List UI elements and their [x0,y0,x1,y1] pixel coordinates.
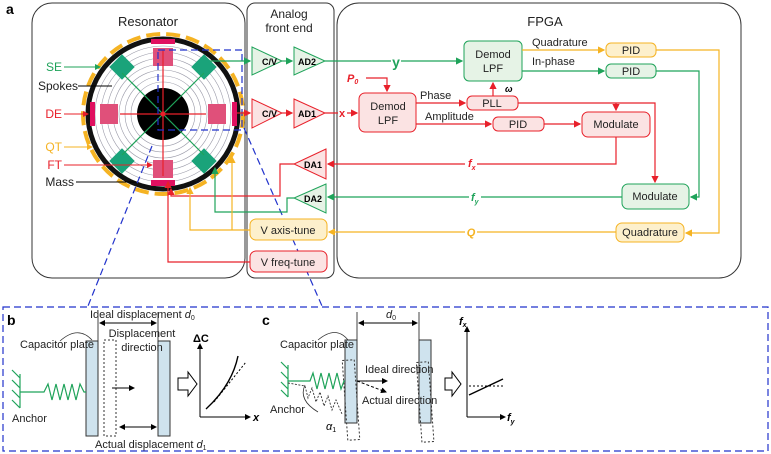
actual-direction-label: Actual direction [362,395,437,407]
delta-c-axis-label: ΔC [193,333,209,345]
fpga-title: FPGA [527,14,563,29]
cv-bottom-amp: C/V [251,98,284,129]
resonator-box [31,2,246,279]
fx-axis-label: fx [459,316,468,329]
signal-x: x [339,108,346,120]
anchor-c [280,361,289,398]
demod-lpf-green-l1: Demod [475,49,510,61]
anchor-label-c: Anchor [270,404,305,416]
fpga-box [336,2,742,279]
analog-title-1: Analog [270,7,307,21]
svg-text:DA1: DA1 [304,160,322,170]
capacitor-plate-c-left [344,339,358,424]
panel-label-c: c [262,312,270,328]
spring-c [288,370,345,392]
quadrature-box-label: Quadrature [622,227,678,239]
nonlinear-curve [205,355,239,410]
anchor-label-b: Anchor [12,413,47,425]
ring-resonator [81,32,245,196]
label-de: DE [45,107,62,121]
zoom-indicator [87,49,323,307]
inphase-label: In-phase [532,56,575,68]
x-axis-label-b: x [252,412,260,424]
demod-lpf-red [358,92,417,133]
label-qt: QT [45,140,62,154]
ideal-displacement-label: Ideal displacement d0 [90,309,195,322]
panel-b: Ideal displacement d0 Capacitor plate An… [11,309,260,452]
pid-green-label: PID [622,66,640,78]
displacement-direction-l1: Displacement [109,328,176,340]
amplitude-label: Amplitude [425,111,474,123]
pll-label: PLL [482,98,502,110]
svg-text:C/V: C/V [262,57,277,67]
panel-c: d0 Capacitor plate Anchor α1 Ideal direc… [270,309,516,443]
signal-y: y [392,54,400,70]
alpha-label: α1 [326,421,336,434]
d0-label-c: d0 [386,309,396,322]
demod-lpf-green [463,40,523,82]
omega-label: ω [505,84,513,94]
quadrature-label: Quadrature [532,37,588,49]
capacitor-plate-label-b: Capacitor plate [20,339,94,351]
analog-title-2: front end [265,21,312,35]
fy-axis-label: fy [507,412,516,426]
da1-amp: DA1 [292,148,327,180]
pid-red-label: PID [509,119,527,131]
ideal-direction-label: Ideal direction [365,364,434,376]
modulate-red-label: Modulate [593,119,638,131]
capacitor-plate-label-c: Capacitor plate [280,339,354,351]
ad1-amp: AD1 [293,98,327,129]
demod-lpf-green-l2: LPF [483,63,503,75]
label-se: SE [46,60,62,74]
implies-arrow-b [177,370,198,398]
displacement-direction-l2: direction [121,342,163,354]
p0-label: P0 [347,73,358,86]
demod-lpf-red-l2: LPF [378,115,398,127]
svg-text:AD1: AD1 [298,109,316,119]
v-axis-tune-label: V axis-tune [260,225,315,237]
svg-text:C/V: C/V [262,109,277,119]
label-spokes: Spokes [38,79,78,93]
ad2-amp: AD2 [293,46,327,76]
actual-displacement-label: Actual displacement d1 [95,439,207,452]
capacitor-plate-left [85,340,99,437]
capacitor-plate-right [157,340,171,437]
implies-arrow-c [444,370,462,398]
coupling-line [468,378,504,396]
resonator-title: Resonator [118,14,179,29]
phase-label: Phase [420,90,451,102]
label-mass: Mass [45,175,74,189]
pid-yellow-label: PID [622,45,640,57]
label-ft: FT [47,158,62,172]
svg-text:AD2: AD2 [298,57,316,67]
fx-label: fx [468,158,477,172]
da2-amp: DA2 [292,183,327,214]
svg-text:DA2: DA2 [304,194,322,204]
q-label: Q [467,227,476,239]
detail-panel [2,306,769,452]
spring-b [20,382,86,401]
modulate-green-label: Modulate [632,191,677,203]
panel-label-b: b [7,312,16,328]
demod-lpf-red-l1: Demod [370,101,405,113]
linear-reference [213,361,247,403]
analog-front-end-box [246,2,335,279]
fy-label: fy [471,192,480,206]
capacitor-plate-c-right [418,339,432,424]
v-freq-tune-label: V freq-tune [261,257,315,269]
panel-label-a: a [6,1,14,17]
anchor-b [11,369,21,409]
cv-top-amp: C/V [251,46,284,76]
